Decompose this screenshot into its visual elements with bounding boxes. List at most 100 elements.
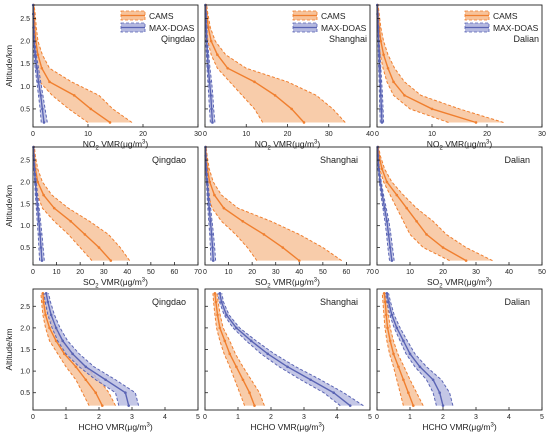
x-tick-label: 3 <box>130 414 134 421</box>
cams-mean-point <box>253 404 256 407</box>
cams-upper-bound-line <box>378 146 493 262</box>
x-axis-label: SO2 VMR(μg/m3) <box>255 277 320 290</box>
cams-mean-point <box>302 121 306 124</box>
maxdoas-mean-point <box>441 404 445 407</box>
maxdoas-mean-point <box>124 391 127 395</box>
cams-mean-point <box>380 167 384 171</box>
cams-mean-point <box>392 352 395 356</box>
cams-range-band <box>382 293 424 406</box>
maxdoas-mean-point <box>104 378 107 382</box>
maxdoas-mean-point <box>38 233 42 236</box>
maxdoas-mean-point <box>211 121 214 124</box>
maxdoas-mean-point <box>204 26 208 29</box>
x-tick-label: 40 <box>505 269 513 276</box>
cams-mean-point <box>54 339 58 343</box>
cams-mean-point <box>228 352 232 356</box>
plot-frame <box>204 146 371 266</box>
cams-mean-point <box>218 326 222 330</box>
cams-mean-line <box>383 293 414 406</box>
y-tick-label: 2.5 <box>20 158 30 165</box>
cams-upper-bound-line <box>33 146 131 261</box>
maxdoas-mean-point <box>309 378 312 382</box>
plot-frame <box>32 146 199 266</box>
maxdoas-mean-point <box>207 206 211 210</box>
x-tick-label: 2 <box>269 414 273 421</box>
maxdoas-mean-point <box>204 167 208 171</box>
cams-mean-point <box>415 219 418 223</box>
maxdoas-lower-bound-line <box>385 293 437 406</box>
maxdoas-mean-point <box>209 94 213 97</box>
city-title: Qingdao <box>152 297 186 307</box>
x-tick-label: 30 <box>472 269 480 276</box>
cams-mean-point <box>379 39 383 43</box>
x-axis-label: HCHO VMR(μg/m3) <box>422 422 497 432</box>
y-tick-label: 2.0 <box>20 325 30 332</box>
maxdoas-mean-point <box>84 365 88 369</box>
x-tick-label: 0 <box>375 269 379 276</box>
x-tick-label: 10 <box>53 269 61 276</box>
maxdoas-mean-point <box>206 193 210 197</box>
x-tick-label: 1 <box>64 414 68 421</box>
y-tick-label: 2.0 <box>20 39 30 46</box>
x-tick-label: 40 <box>366 131 374 138</box>
x-tick-label: 0 <box>31 269 35 276</box>
cams-mean-line <box>205 4 305 123</box>
x-axis-label: SO2 VMR(μg/m3) <box>83 277 148 290</box>
maxdoas-mean-point <box>40 259 44 262</box>
maxdoas-mean-point <box>36 206 40 210</box>
legend-cams-label: CAMS <box>149 11 174 21</box>
cams-mean-point <box>48 326 51 330</box>
maxdoas-mean-point <box>206 53 209 57</box>
maxdoas-mean-point <box>33 53 37 57</box>
maxdoas-mean-point <box>385 292 389 295</box>
cams-mean-point <box>402 378 405 382</box>
maxdoas-mean-point <box>37 80 40 84</box>
x-tick-label: 20 <box>483 131 491 138</box>
maxdoas-range-band <box>43 293 139 406</box>
city-title: Shanghai <box>329 34 367 44</box>
y-tick-label: 1.0 <box>20 223 30 230</box>
legend-cams-label: CAMS <box>321 11 346 21</box>
maxdoas-mean-point <box>383 206 386 210</box>
x-tick-label: 5 <box>368 414 372 421</box>
cams-mean-point <box>84 378 88 382</box>
maxdoas-mean-line <box>219 293 351 407</box>
cams-mean-point <box>392 80 395 84</box>
maxdoas-mean-point <box>46 300 50 304</box>
cams-mean-point <box>222 206 226 210</box>
x-tick-label: 0 <box>375 131 379 138</box>
maxdoas-mean-line <box>386 293 444 406</box>
cams-mean-point <box>397 365 400 369</box>
cams-mean-point <box>395 193 399 197</box>
cams-mean-point <box>382 53 385 57</box>
cams-mean-point <box>42 193 45 197</box>
x-tick-label: 20 <box>139 131 147 138</box>
x-tick-label: 0 <box>203 131 207 138</box>
cams-mean-line <box>377 146 467 262</box>
maxdoas-mean-line <box>376 146 393 261</box>
x-tick-label: 0 <box>203 269 207 276</box>
panel-hcho-qingdao: 0 1 2 3 4 5 0.5 1.0 1.5 2.0 2.5 Altitude/km HCHO VMR… <box>4 288 200 432</box>
city-title: Shanghai <box>320 155 358 165</box>
cams-mean-line <box>42 293 103 406</box>
x-tick-label: 60 <box>343 269 351 276</box>
cams-mean-point <box>383 300 387 304</box>
cams-mean-point <box>297 259 301 262</box>
cams-lower-bound-line <box>212 293 246 406</box>
x-tick-label: 5 <box>196 414 200 421</box>
city-title: Dalian <box>504 297 530 307</box>
x-axis-label: NO2 VMR(μg/m3) <box>427 139 493 152</box>
x-axis-label: HCHO VMR(μg/m3) <box>78 422 153 432</box>
maxdoas-mean-point <box>210 107 213 111</box>
cams-mean-line <box>205 146 300 262</box>
maxdoas-mean-point <box>235 326 238 330</box>
cams-mean-point <box>384 313 388 317</box>
maxdoas-mean-point <box>348 404 352 407</box>
x-axis-label: NO2 VMR(μg/m3) <box>255 139 321 152</box>
maxdoas-range-band <box>377 147 395 261</box>
y-axis-label: Altitude/km <box>4 185 14 227</box>
cams-mean-point <box>101 404 104 407</box>
cams-mean-point <box>474 121 478 124</box>
cams-range-band <box>33 5 132 123</box>
maxdoas-mean-point <box>211 246 214 249</box>
